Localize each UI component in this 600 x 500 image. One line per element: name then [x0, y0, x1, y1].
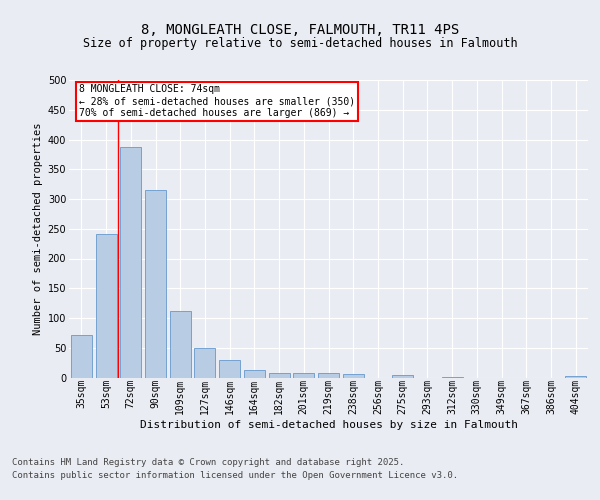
X-axis label: Distribution of semi-detached houses by size in Falmouth: Distribution of semi-detached houses by … [139, 420, 517, 430]
Bar [343, 374, 364, 378]
Bar [120, 147, 141, 378]
Bar [170, 311, 191, 378]
Bar [565, 376, 586, 378]
Text: Contains HM Land Registry data © Crown copyright and database right 2025.: Contains HM Land Registry data © Crown c… [12, 458, 404, 467]
Y-axis label: Number of semi-detached properties: Number of semi-detached properties [34, 122, 43, 335]
Bar [219, 360, 240, 378]
Bar [194, 348, 215, 378]
Text: Contains public sector information licensed under the Open Government Licence v3: Contains public sector information licen… [12, 472, 458, 480]
Bar [71, 334, 92, 378]
Bar [293, 374, 314, 378]
Bar [442, 377, 463, 378]
Bar [392, 374, 413, 378]
Text: Size of property relative to semi-detached houses in Falmouth: Size of property relative to semi-detach… [83, 38, 517, 51]
Text: 8 MONGLEATH CLOSE: 74sqm
← 28% of semi-detached houses are smaller (350)
70% of : 8 MONGLEATH CLOSE: 74sqm ← 28% of semi-d… [79, 84, 356, 117]
Bar [95, 234, 116, 378]
Text: 8, MONGLEATH CLOSE, FALMOUTH, TR11 4PS: 8, MONGLEATH CLOSE, FALMOUTH, TR11 4PS [141, 22, 459, 36]
Bar [318, 372, 339, 378]
Bar [145, 190, 166, 378]
Bar [269, 374, 290, 378]
Bar [244, 370, 265, 378]
